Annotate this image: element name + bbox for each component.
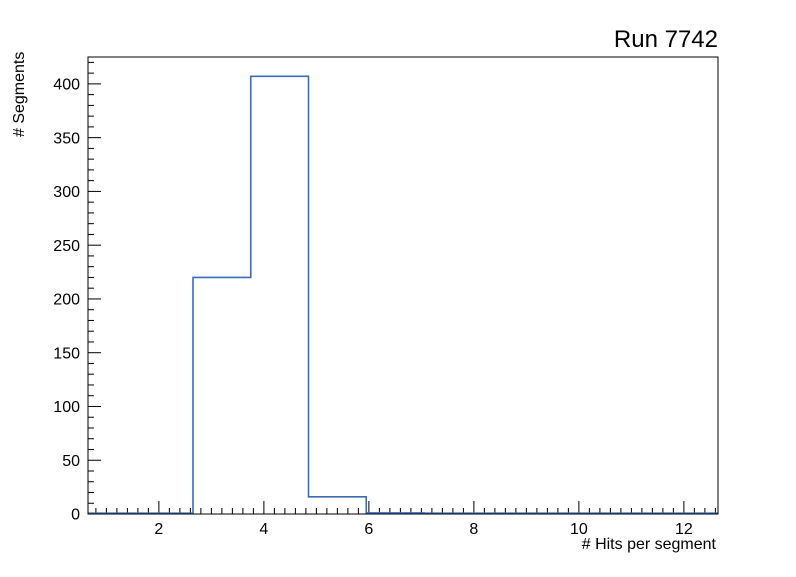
- y-tick-label: 0: [71, 507, 80, 524]
- x-tick-label: 10: [570, 521, 588, 538]
- y-tick-label: 50: [62, 453, 80, 470]
- x-tick-label: 4: [259, 521, 268, 538]
- x-tick-label: 8: [469, 521, 478, 538]
- y-tick-label: 400: [53, 76, 80, 93]
- generated-chart-elements: 0 50 100 150 200 250 300 350 400 2 4 6 8 10 12: [53, 61, 718, 538]
- x-tick-label: 6: [364, 521, 373, 538]
- y-tick-label: 100: [53, 399, 80, 416]
- y-tick-label: 250: [53, 238, 80, 255]
- y-tick-label: 300: [53, 184, 80, 201]
- y-tick-label: 200: [53, 292, 80, 309]
- chart-title: Run 7742: [614, 26, 718, 53]
- y-axis-title: # Segments: [11, 52, 28, 137]
- y-tick-label: 150: [53, 345, 80, 362]
- y-tick-label: 350: [53, 130, 80, 147]
- x-axis-title: # Hits per segment: [582, 536, 717, 553]
- plot-frame: [87, 56, 719, 515]
- x-tick-label: 2: [154, 521, 163, 538]
- x-tick-label: 12: [675, 521, 693, 538]
- histogram-line: [88, 75, 718, 514]
